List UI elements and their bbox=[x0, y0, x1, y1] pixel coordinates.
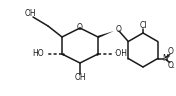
Text: ·OH: ·OH bbox=[113, 50, 127, 58]
Text: +: + bbox=[165, 53, 170, 58]
Text: HO: HO bbox=[32, 50, 44, 58]
Text: OH: OH bbox=[24, 10, 36, 19]
Polygon shape bbox=[98, 31, 114, 38]
Text: N: N bbox=[162, 54, 168, 63]
Text: -: - bbox=[171, 65, 174, 70]
Text: OH: OH bbox=[74, 73, 86, 82]
Text: O: O bbox=[168, 47, 174, 56]
Text: Cl: Cl bbox=[139, 22, 147, 31]
Text: O: O bbox=[116, 26, 122, 34]
Text: O: O bbox=[77, 23, 83, 32]
Text: O: O bbox=[168, 61, 174, 70]
